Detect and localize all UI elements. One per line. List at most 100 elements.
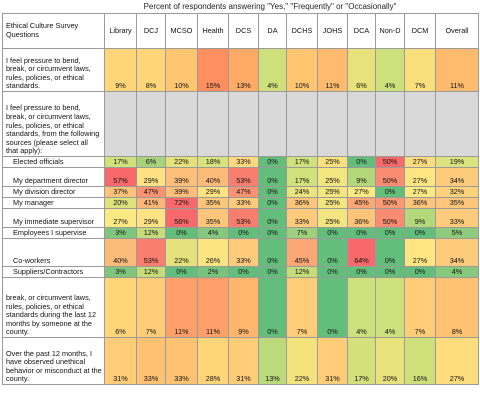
header-row: Ethical Culture Survey Questions Library… [2,13,479,49]
row-label: Over the past 12 months, I have observed… [2,337,105,385]
value-cell: 64% [347,238,376,267]
column-header: Health [197,13,229,49]
value-cell: 50% [375,167,405,187]
value-cell: 6% [104,277,137,338]
value-cell: 33% [228,238,259,267]
value-cell: 8% [435,277,479,338]
value-cell: 31% [317,337,348,385]
value-cell: 11% [197,277,229,338]
value-cell: 11% [165,277,198,338]
value-cell: 7% [136,277,166,338]
value-cell: 0% [347,266,376,278]
value-cell: 7% [404,48,436,92]
value-cell: 28% [197,337,229,385]
value-cell: 17% [347,337,376,385]
value-cell [404,91,436,157]
value-cell: 15% [197,48,229,92]
value-cell: 57% [104,167,137,187]
table-row: Elected officials 17% 6% 22% 18% 33% 0% 17% 25% 0… [2,156,479,168]
value-cell: 0% [258,186,287,198]
value-cell: 45% [347,197,376,209]
table-row: I feel pressure to bend, break, or circu… [2,91,479,157]
value-cell: 7% [404,277,436,338]
value-cell: 0% [375,186,405,198]
value-cell: 25% [317,208,348,228]
value-cell: 31% [104,337,137,385]
value-cell: 27% [347,186,376,198]
value-cell: 0% [375,266,405,278]
value-cell: 13% [228,48,259,92]
table-row: I feel pressure to bend, break, or circu… [2,48,479,92]
value-cell: 7% [286,277,318,338]
value-cell: 50% [375,156,405,168]
value-cell: 40% [104,238,137,267]
value-cell: 0% [258,238,287,267]
value-cell: 4% [258,48,287,92]
value-cell: 33% [286,208,318,228]
value-cell: 0% [375,238,405,267]
value-cell: 22% [165,238,198,267]
value-cell: 4% [375,277,405,338]
value-cell: 22% [286,337,318,385]
value-cell: 9% [228,277,259,338]
column-header: Non-D [375,13,405,49]
row-label: My department director [2,167,105,187]
value-cell: 29% [136,167,166,187]
row-label: Elected officials [2,156,105,168]
row-label: My immediate supervisor [2,208,105,228]
row-label: Co-workers [2,238,105,267]
value-cell: 16% [404,337,436,385]
table-row: My division director 37% 47% 39% 29% 47% 0% 24%… [2,186,479,198]
value-cell: 0% [258,167,287,187]
value-cell: 0% [165,266,198,278]
column-header: Overall [435,13,479,49]
value-cell: 39% [165,186,198,198]
value-cell: 40% [197,167,229,187]
value-cell: 50% [375,208,405,228]
value-cell: 41% [136,197,166,209]
value-cell: 9% [104,48,137,92]
value-cell: 0% [258,197,287,209]
column-header: DCA [347,13,376,49]
value-cell: 29% [136,208,166,228]
value-cell: 45% [286,238,318,267]
value-cell: 35% [435,197,479,209]
value-cell: 33% [136,337,166,385]
value-cell: 0% [258,156,287,168]
value-cell: 18% [197,156,229,168]
value-cell: 0% [317,238,348,267]
value-cell: 47% [228,186,259,198]
value-cell [136,91,166,157]
value-cell: 0% [317,227,348,239]
value-cell: 6% [136,156,166,168]
value-cell: 4% [375,48,405,92]
column-header: DCJ [136,13,166,49]
value-cell: 7% [286,227,318,239]
value-cell: 25% [317,186,348,198]
value-cell [347,91,376,157]
value-cell: 19% [435,156,479,168]
survey-table: Ethical Culture Survey Questions Library… [2,13,479,385]
table-row: Employees I supervise 3% 12% 0% 4% 0% 0% 7% 0% 0%… [2,227,479,239]
table-row: My manager 20% 41% 72% 35% 33% 0% 36% 25% 45% 50% 3… [2,197,479,209]
value-cell: 39% [165,167,198,187]
value-cell: 0% [317,277,348,338]
row-label: I feel pressure to bend, break, or circu… [2,91,105,157]
value-cell: 0% [258,266,287,278]
value-cell: 0% [165,227,198,239]
value-cell: 33% [228,197,259,209]
value-cell: 0% [404,227,436,239]
value-cell: 27% [404,238,436,267]
value-cell: 32% [435,186,479,198]
value-cell: 0% [258,277,287,338]
column-header: DA [258,13,287,49]
column-header: DCM [404,13,436,49]
value-cell: 36% [404,197,436,209]
value-cell: 35% [197,197,229,209]
table-row: Over the past 12 months, I have observed… [2,337,479,385]
value-cell: 36% [286,197,318,209]
value-cell [165,91,198,157]
row-label: My division director [2,186,105,198]
value-cell: 56% [165,208,198,228]
value-cell: 4% [347,277,376,338]
